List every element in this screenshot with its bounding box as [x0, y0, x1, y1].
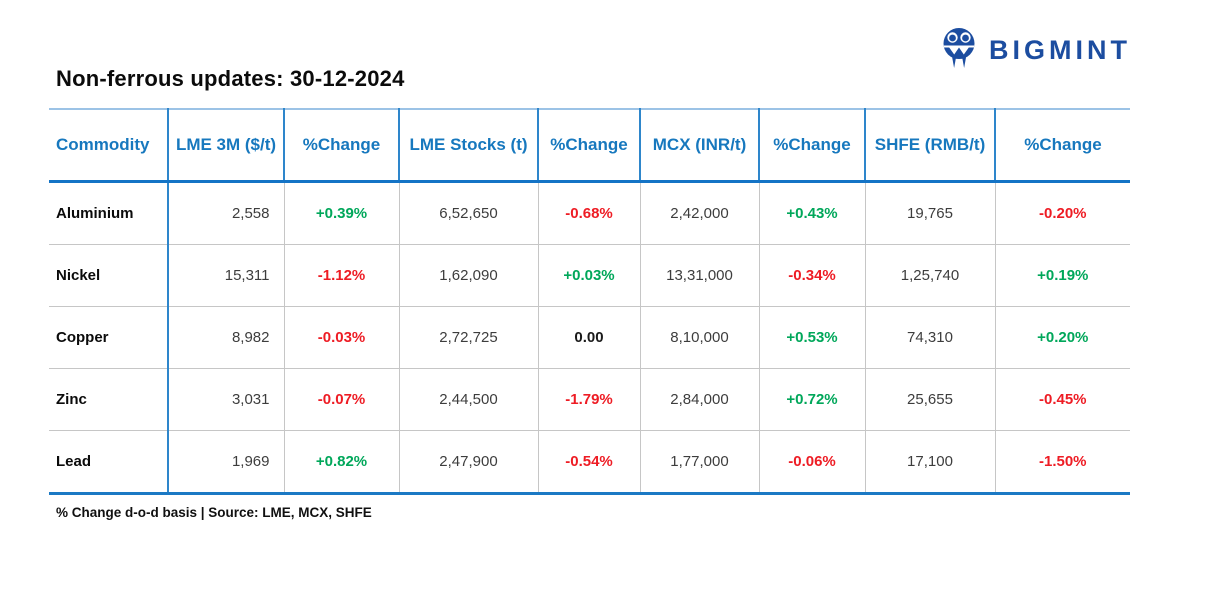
source-footnote: % Change d-o-d basis | Source: LME, MCX,… [56, 505, 372, 520]
shfe-change-cell: +0.19% [995, 244, 1130, 307]
table-row-nickel: Nickel 15,311 -1.12% 1,62,090 +0.03% 13,… [49, 244, 1130, 307]
lme-stocks-cell: 6,52,650 [399, 181, 539, 245]
bigmint-logo: BIGMINT [938, 26, 1131, 75]
table-row-copper: Copper 8,982 -0.03% 2,72,725 0.00 8,10,0… [49, 306, 1130, 369]
commodity-price-table: Commodity LME 3M ($/t) %Change LME Stock… [49, 108, 1130, 495]
brand-name: BIGMINT [989, 35, 1131, 65]
mcx-cell: 1,77,000 [640, 430, 760, 495]
header-row: Commodity LME 3M ($/t) %Change LME Stock… [49, 108, 1130, 183]
mcx-cell: 2,84,000 [640, 368, 760, 431]
lme-stocks-cell: 2,44,500 [399, 368, 539, 431]
page-title: Non-ferrous updates: 30-12-2024 [56, 66, 405, 91]
lme-stocks-cell: 2,72,725 [399, 306, 539, 369]
col-header-lme-3m: LME 3M ($/t) [168, 108, 285, 183]
lme-stocks-change-cell: 0.00 [538, 306, 641, 369]
shfe-change-cell: -1.50% [995, 430, 1130, 495]
shfe-cell: 1,25,740 [865, 244, 996, 307]
lme-3m-change-cell: +0.39% [284, 181, 400, 245]
col-header-shfe-change: %Change [995, 108, 1130, 183]
lme-stocks-cell: 1,62,090 [399, 244, 539, 307]
shfe-change-cell: -0.45% [995, 368, 1130, 431]
col-header-lme-3m-change: %Change [284, 108, 400, 183]
lme-3m-cell: 8,982 [168, 306, 285, 369]
commodity-cell: Zinc [49, 368, 169, 431]
table-row-zinc: Zinc 3,031 -0.07% 2,44,500 -1.79% 2,84,0… [49, 368, 1130, 431]
table-row-lead: Lead 1,969 +0.82% 2,47,900 -0.54% 1,77,0… [49, 430, 1130, 495]
col-header-mcx-change: %Change [759, 108, 866, 183]
shfe-change-cell: +0.20% [995, 306, 1130, 369]
lme-stocks-change-cell: -1.79% [538, 368, 641, 431]
bigmint-monster-logo-icon [938, 26, 980, 75]
mcx-change-cell: +0.72% [759, 368, 866, 431]
mcx-cell: 8,10,000 [640, 306, 760, 369]
col-header-shfe: SHFE (RMB/t) [865, 108, 996, 183]
lme-stocks-cell: 2,47,900 [399, 430, 539, 495]
commodity-cell: Lead [49, 430, 169, 495]
lme-stocks-change-cell: +0.03% [538, 244, 641, 307]
mcx-change-cell: -0.34% [759, 244, 866, 307]
lme-3m-change-cell: +0.82% [284, 430, 400, 495]
mcx-change-cell: +0.53% [759, 306, 866, 369]
mcx-change-cell: +0.43% [759, 181, 866, 245]
mcx-change-cell: -0.06% [759, 430, 866, 495]
shfe-cell: 74,310 [865, 306, 996, 369]
commodity-cell: Copper [49, 306, 169, 369]
lme-3m-cell: 1,969 [168, 430, 285, 495]
lme-3m-change-cell: -1.12% [284, 244, 400, 307]
lme-3m-cell: 2,558 [168, 181, 285, 245]
col-header-lme-stocks-change: %Change [538, 108, 641, 183]
commodity-cell: Aluminium [49, 181, 169, 245]
col-header-lme-stocks: LME Stocks (t) [399, 108, 539, 183]
lme-stocks-change-cell: -0.68% [538, 181, 641, 245]
lme-3m-cell: 3,031 [168, 368, 285, 431]
shfe-cell: 17,100 [865, 430, 996, 495]
lme-3m-change-cell: -0.07% [284, 368, 400, 431]
shfe-change-cell: -0.20% [995, 181, 1130, 245]
col-header-commodity: Commodity [49, 108, 169, 183]
mcx-cell: 13,31,000 [640, 244, 760, 307]
shfe-cell: 19,765 [865, 181, 996, 245]
mcx-cell: 2,42,000 [640, 181, 760, 245]
lme-3m-change-cell: -0.03% [284, 306, 400, 369]
table-row-aluminium: Aluminium 2,558 +0.39% 6,52,650 -0.68% 2… [49, 181, 1130, 245]
shfe-cell: 25,655 [865, 368, 996, 431]
lme-3m-cell: 15,311 [168, 244, 285, 307]
commodity-cell: Nickel [49, 244, 169, 307]
col-header-mcx: MCX (INR/t) [640, 108, 760, 183]
lme-stocks-change-cell: -0.54% [538, 430, 641, 495]
